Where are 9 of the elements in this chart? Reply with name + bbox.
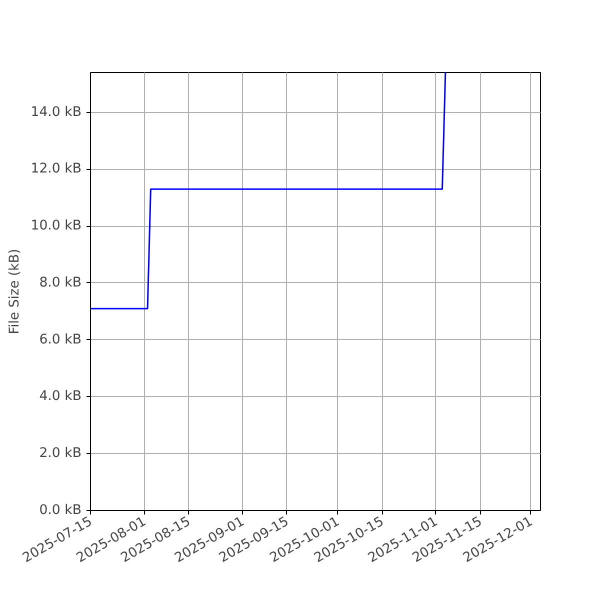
y-tick-label: 12.0 kB: [30, 162, 82, 177]
y-tick-label: 8.0 kB: [39, 275, 82, 290]
y-tick-label: 10.0 kB: [30, 218, 82, 234]
y-axis-title: File Size (kB): [8, 248, 23, 334]
y-tick-label: 6.0 kB: [39, 332, 82, 348]
y-tick-label: 2.0 kB: [39, 446, 82, 462]
y-tick-label: 0.0 kB: [39, 503, 82, 518]
y-tick-label: 14.0 kB: [30, 104, 82, 120]
y-tick-label: 4.0 kB: [39, 389, 82, 404]
